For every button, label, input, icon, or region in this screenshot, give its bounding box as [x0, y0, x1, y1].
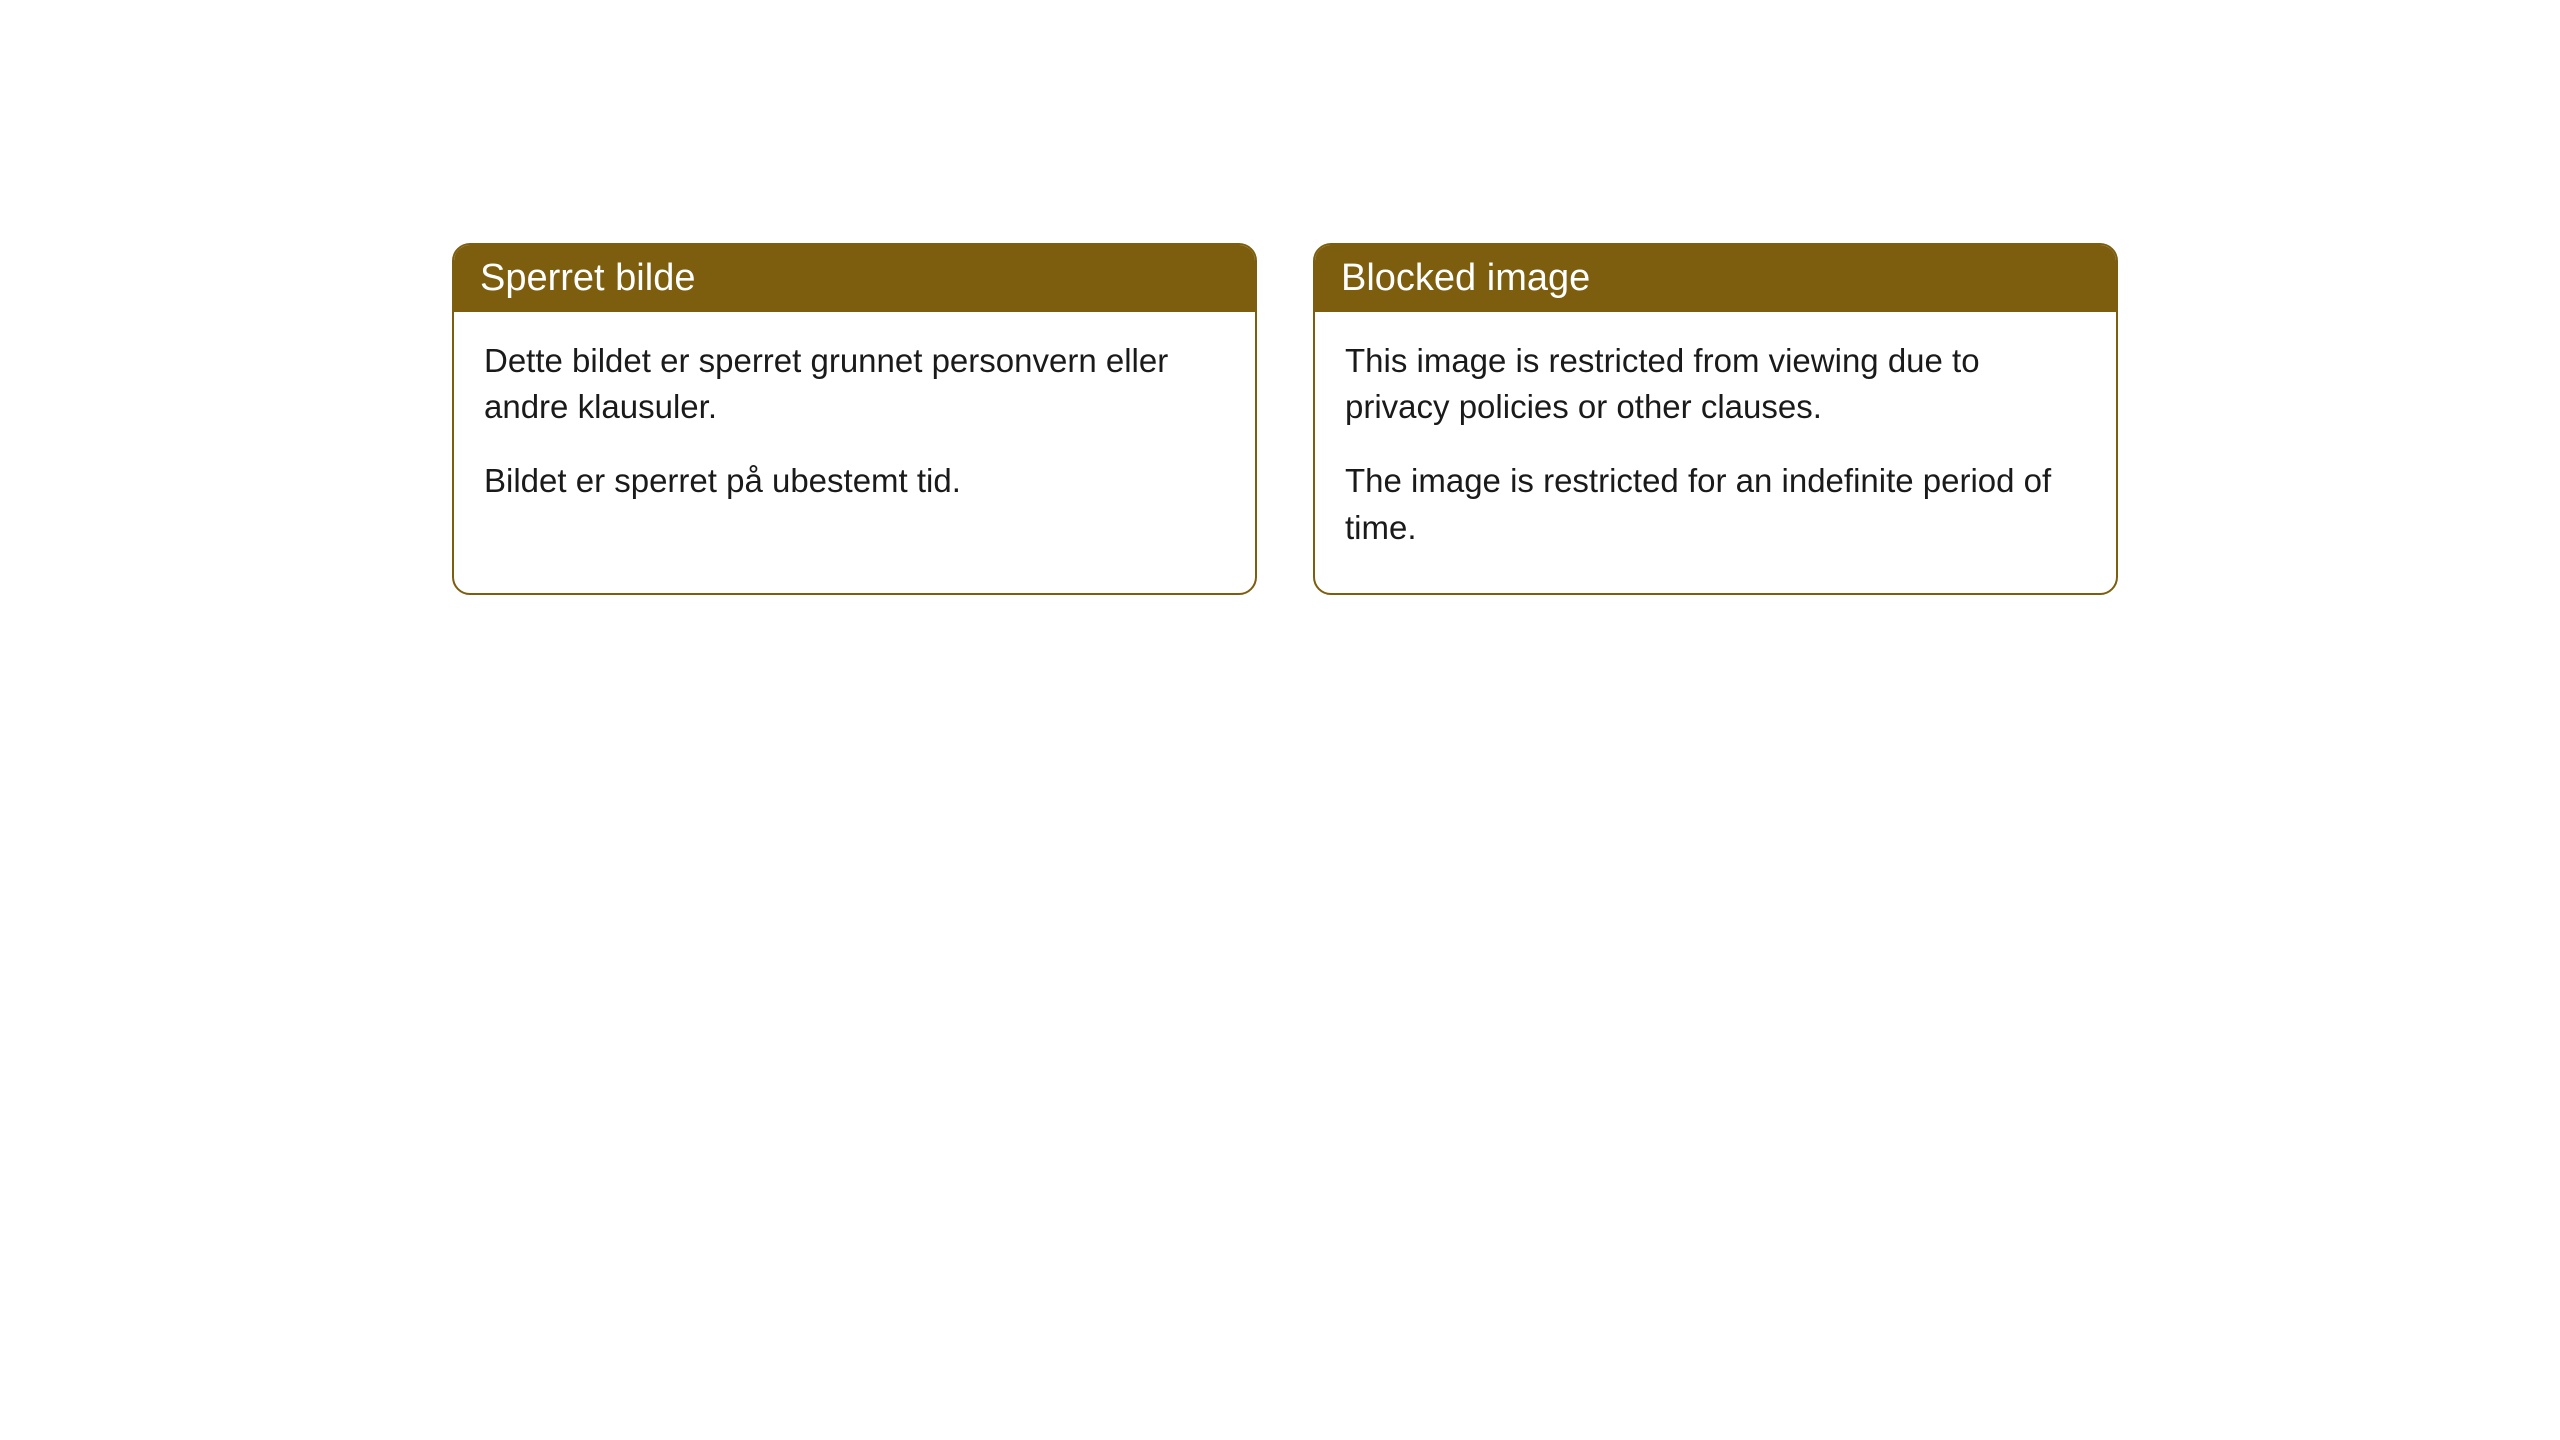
- card-title-norwegian: Sperret bilde: [480, 257, 695, 299]
- card-paragraph-english-2: The image is restricted for an indefinit…: [1345, 458, 2086, 550]
- card-header-english: Blocked image: [1315, 245, 2116, 312]
- card-paragraph-norwegian-2: Bildet er sperret på ubestemt tid.: [484, 458, 1225, 504]
- card-header-norwegian: Sperret bilde: [454, 245, 1255, 312]
- card-body-english: This image is restricted from viewing du…: [1315, 312, 2116, 593]
- cards-container: Sperret bilde Dette bildet er sperret gr…: [0, 0, 2560, 595]
- card-paragraph-english-1: This image is restricted from viewing du…: [1345, 338, 2086, 430]
- card-title-english: Blocked image: [1341, 257, 1590, 299]
- card-body-norwegian: Dette bildet er sperret grunnet personve…: [454, 312, 1255, 547]
- blocked-image-card-english: Blocked image This image is restricted f…: [1313, 243, 2118, 595]
- card-paragraph-norwegian-1: Dette bildet er sperret grunnet personve…: [484, 338, 1225, 430]
- blocked-image-card-norwegian: Sperret bilde Dette bildet er sperret gr…: [452, 243, 1257, 595]
